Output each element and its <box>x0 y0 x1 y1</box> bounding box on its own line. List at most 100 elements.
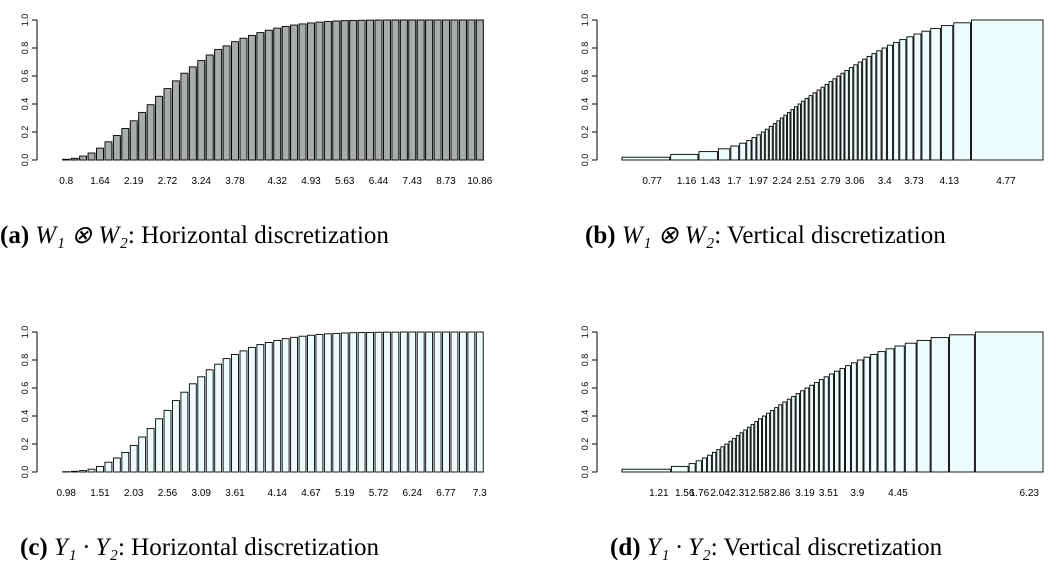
bar-series-1 <box>374 19 383 161</box>
bar-series-0 <box>391 331 400 473</box>
caption-b-math: W₁ ⊗ W₂ <box>621 222 715 249</box>
bar-series-0 <box>458 331 467 473</box>
x-tick-label: 7.43 <box>403 176 423 187</box>
bar <box>921 30 931 161</box>
bar-series-1 <box>112 135 121 161</box>
bar <box>621 156 671 161</box>
bar-series-0 <box>475 331 484 473</box>
bar <box>770 409 775 473</box>
x-tick-label: 1.21 <box>649 488 669 499</box>
bar <box>786 398 792 473</box>
bar <box>772 123 777 161</box>
bar <box>820 86 825 161</box>
bar <box>828 81 833 161</box>
bar-series-0 <box>214 363 223 473</box>
bar <box>808 95 813 161</box>
bar <box>621 468 671 473</box>
bar-series-0 <box>399 331 408 473</box>
x-tick-label: 0.77 <box>642 176 662 187</box>
bar-series-1 <box>104 141 113 161</box>
bar-series-1 <box>172 80 180 161</box>
bar <box>916 339 931 473</box>
bar <box>971 19 1044 161</box>
bar <box>695 460 702 473</box>
bar <box>778 404 783 473</box>
y-tick-label: 1.0 <box>580 14 590 27</box>
x-tick-label: 3.06 <box>845 176 865 187</box>
bar <box>707 454 712 473</box>
bar-series-1 <box>180 72 189 161</box>
bar-series-1 <box>349 19 358 161</box>
bar-series-0 <box>433 331 442 473</box>
bar <box>856 359 864 473</box>
x-tick-label: 6.77 <box>436 488 456 499</box>
x-tick-label: 8.73 <box>436 176 456 187</box>
bar-series-0 <box>247 346 256 473</box>
bar <box>768 125 773 161</box>
bar-series-1 <box>264 29 273 161</box>
bar-series-0 <box>155 418 163 473</box>
x-tick-label: 7.3 <box>473 488 487 499</box>
bar <box>844 69 849 161</box>
bar-series-1 <box>391 19 400 161</box>
y-tick-label: 0.8 <box>580 42 590 55</box>
bar-series-0 <box>408 331 417 473</box>
bar-series-1 <box>155 95 163 161</box>
bar-series-0 <box>332 332 341 473</box>
bar-series-1 <box>298 23 307 161</box>
chart-panel-c: 0.0 0.2 0.4 0.6 0.8 1.0 0.98 1.51 2.03 2.56 3.09 3.… <box>20 326 487 499</box>
bar <box>782 401 787 473</box>
bar <box>824 83 829 161</box>
x-tick-label: 4.13 <box>940 176 960 187</box>
bar <box>885 348 895 473</box>
bar <box>809 384 815 473</box>
bar-series-0 <box>383 331 391 473</box>
bar <box>746 139 752 161</box>
x-tick-label: 4.14 <box>267 488 287 499</box>
bar <box>670 153 699 161</box>
caption-c-math: Y₁ · Y₂ <box>54 534 118 561</box>
bar <box>720 446 725 473</box>
bar <box>853 64 858 161</box>
caption-a: (a) W₁ ⊗ W₂: Horizontal discretization <box>0 220 389 250</box>
y-tick-label: 0.6 <box>20 70 30 83</box>
bar-series-1 <box>197 60 206 161</box>
bar-series-1 <box>315 21 324 161</box>
caption-d-label: (d) <box>610 534 641 561</box>
bar-series-0 <box>264 342 273 473</box>
bar-series-1 <box>146 104 155 161</box>
bar <box>840 72 845 161</box>
bar-series-0 <box>121 451 130 473</box>
y-tick-label: 0.6 <box>580 70 590 83</box>
bar-series-1 <box>273 27 282 161</box>
bar <box>832 78 837 161</box>
bar <box>724 443 729 473</box>
bar <box>930 27 941 161</box>
bar <box>930 337 950 473</box>
x-tick-label: 10.86 <box>467 176 492 187</box>
bar <box>839 367 845 473</box>
x-tick-label: 5.63 <box>335 176 355 187</box>
x-tick-label: 0.8 <box>59 176 73 187</box>
bar <box>739 432 744 473</box>
bar-series-1 <box>332 20 341 161</box>
bar <box>746 426 751 473</box>
bar-series-0 <box>239 350 248 473</box>
bar-series-0 <box>256 344 265 473</box>
bar-series-0 <box>188 383 197 473</box>
x-tick-label: 3.78 <box>225 176 245 187</box>
bar <box>766 412 771 473</box>
bar-series-0 <box>104 461 113 473</box>
bar <box>795 393 800 473</box>
bar <box>904 342 917 473</box>
bar-series-0 <box>298 335 307 473</box>
bar-series-1 <box>281 25 290 161</box>
bar-series-1 <box>188 66 197 161</box>
chart-panel-d: 0.00.20.40.60.81.01.21 1.561.76 2.04 2.31 2.… <box>580 326 1044 499</box>
bar-series-1 <box>87 152 96 161</box>
bar <box>717 148 731 161</box>
y-tick-label: 0.0 <box>20 466 30 479</box>
bar <box>688 463 696 473</box>
bar-series-1 <box>129 120 138 161</box>
bar-series-1 <box>138 111 147 161</box>
